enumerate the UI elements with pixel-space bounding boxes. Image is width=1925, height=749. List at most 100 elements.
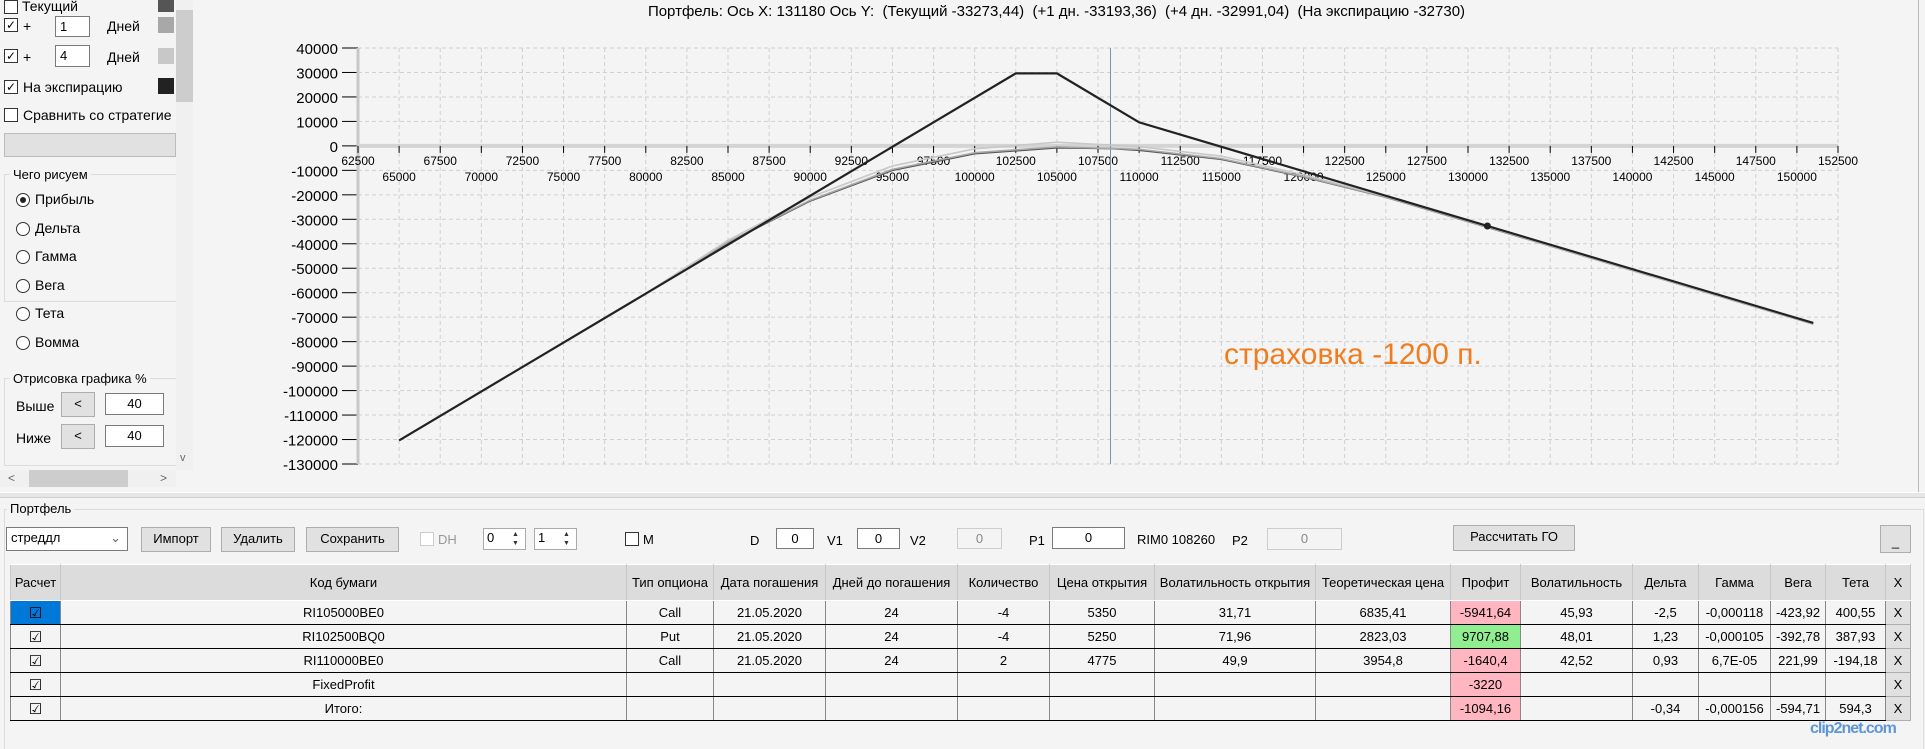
plus4-sign: + bbox=[23, 49, 32, 65]
calc-checkbox[interactable]: ☑ bbox=[10, 672, 61, 697]
calc-checkbox[interactable]: ☑ bbox=[10, 696, 61, 721]
remove-row-button[interactable]: X bbox=[1885, 624, 1911, 649]
radio-4[interactable] bbox=[16, 307, 30, 321]
y-tick-label: -110000 bbox=[284, 408, 338, 425]
expiration-checkbox[interactable]: ✓ bbox=[4, 80, 18, 94]
table-row[interactable]: ☑ FixedProfit -3220 X bbox=[10, 672, 1911, 697]
splitter[interactable] bbox=[0, 492, 1925, 498]
scroll-left-arrow[interactable]: < bbox=[8, 471, 16, 485]
column-header[interactable]: Волатильность bbox=[1520, 564, 1633, 601]
x-tick-label: 125000 bbox=[1366, 170, 1406, 184]
compare-checkbox[interactable] bbox=[4, 108, 18, 122]
column-header[interactable]: Тип опциона bbox=[626, 564, 714, 601]
above-input[interactable]: 40 bbox=[105, 393, 164, 415]
column-header[interactable]: X bbox=[1885, 564, 1911, 601]
left-vertical-scrollbar[interactable]: v bbox=[176, 0, 193, 470]
v2-label: V2 bbox=[910, 533, 926, 548]
calc-checkbox[interactable]: ☑ bbox=[10, 624, 61, 649]
below-input[interactable]: 40 bbox=[105, 425, 164, 447]
v1-input[interactable]: 0 bbox=[857, 528, 900, 549]
calc-checkbox[interactable]: ☑ bbox=[10, 600, 61, 625]
x-tick-label: 102500 bbox=[996, 154, 1036, 168]
plus4-checkbox[interactable]: ✓ bbox=[4, 49, 18, 63]
range-group-title: Отрисовка графика % bbox=[10, 371, 150, 386]
column-header[interactable]: Код бумаги bbox=[60, 564, 627, 601]
radio-5[interactable] bbox=[16, 335, 30, 350]
table-row[interactable]: ☑ RI105000BE0 Call 21.05.2020 24 -4 5350 31,71 6… bbox=[10, 600, 1911, 625]
y-tick-label: 0 bbox=[330, 139, 338, 156]
current-color-swatch[interactable] bbox=[158, 0, 174, 12]
table-cell: 0,93 bbox=[1632, 648, 1699, 673]
remove-row-button[interactable]: X bbox=[1885, 672, 1911, 697]
m-checkbox[interactable] bbox=[625, 532, 639, 546]
column-header[interactable]: Дней до погашения bbox=[825, 564, 958, 601]
column-header[interactable]: Вега bbox=[1770, 564, 1826, 601]
table-cell: 24 bbox=[825, 648, 958, 673]
column-header[interactable]: Теоретическая цена bbox=[1315, 564, 1451, 601]
x-tick-label: 127500 bbox=[1407, 154, 1447, 168]
table-cell: 3954,8 bbox=[1315, 648, 1451, 673]
delete-button[interactable]: Удалить bbox=[221, 527, 295, 552]
column-header[interactable]: Расчет bbox=[10, 564, 61, 601]
table-row[interactable]: ☑ RI110000BE0 Call 21.05.2020 24 2 4775 49,9 395… bbox=[10, 648, 1911, 673]
chart-annotation: страховка -1200 п. bbox=[1224, 338, 1482, 371]
remove-row-button[interactable]: X bbox=[1885, 600, 1911, 625]
table-row[interactable]: ☑ Итого: -1094,16 -0,34 -0,000156 -594,71 594,… bbox=[10, 696, 1911, 721]
column-header[interactable]: Тета bbox=[1825, 564, 1886, 601]
strategy-select[interactable]: стреддл ⌄ bbox=[6, 527, 128, 551]
table-cell bbox=[1315, 672, 1451, 697]
column-header[interactable]: Профит bbox=[1450, 564, 1521, 601]
remove-row-button[interactable]: X bbox=[1885, 696, 1911, 721]
plus4-color-swatch[interactable] bbox=[158, 48, 174, 64]
above-decrease-button[interactable]: < bbox=[61, 392, 95, 417]
spinner-2[interactable]: 1 bbox=[534, 528, 577, 550]
calculate-go-button[interactable]: Рассчитать ГО bbox=[1453, 525, 1575, 551]
plus1-color-swatch[interactable] bbox=[158, 17, 174, 33]
spinner-1[interactable]: 0 bbox=[483, 528, 526, 550]
left-horizontal-scrollbar[interactable]: < > bbox=[0, 470, 176, 487]
table-row[interactable]: ☑ RI102500BQ0 Put 21.05.2020 24 -4 5250 71,96 28… bbox=[10, 624, 1911, 649]
v1-label: V1 bbox=[827, 533, 843, 548]
column-header[interactable]: Дельта bbox=[1632, 564, 1699, 601]
radio-label: Тета bbox=[35, 305, 65, 321]
scroll-right-arrow[interactable]: > bbox=[160, 471, 168, 485]
table-cell bbox=[713, 696, 826, 721]
table-cell bbox=[1049, 672, 1155, 697]
d-input[interactable]: 0 bbox=[776, 528, 814, 549]
plus1-checkbox[interactable]: ✓ bbox=[4, 18, 18, 32]
p1-input[interactable]: 0 bbox=[1052, 527, 1125, 549]
plus1-days-input[interactable]: 1 bbox=[55, 16, 90, 37]
below-decrease-button[interactable]: < bbox=[61, 424, 95, 449]
strategy-compare-combo[interactable] bbox=[4, 133, 176, 157]
import-button[interactable]: Импорт bbox=[141, 527, 211, 552]
radio-3[interactable] bbox=[16, 278, 30, 293]
scroll-down-arrow[interactable]: v bbox=[180, 452, 186, 464]
column-header[interactable]: Количество bbox=[957, 564, 1050, 601]
dh-checkbox[interactable] bbox=[420, 532, 434, 546]
column-header[interactable]: Волатильность открытия bbox=[1154, 564, 1316, 601]
column-header[interactable]: Цена открытия bbox=[1049, 564, 1155, 601]
table-cell: RI110000BE0 bbox=[60, 648, 627, 673]
remove-row-button[interactable]: X bbox=[1885, 648, 1911, 673]
current-checkbox[interactable] bbox=[4, 0, 18, 14]
expiration-color-swatch[interactable] bbox=[158, 78, 174, 94]
column-header[interactable]: Гамма bbox=[1698, 564, 1771, 601]
h-scrollbar-thumb[interactable] bbox=[29, 470, 128, 487]
y-tick-label: -120000 bbox=[283, 433, 338, 450]
scrollbar-thumb[interactable] bbox=[176, 10, 193, 102]
column-header[interactable]: Дата погашения bbox=[713, 564, 826, 601]
table-header: Расчет Код бумаги Тип опциона Дата погашени… bbox=[10, 564, 1911, 601]
spinner-1-arrows[interactable]: ▲ ▼ bbox=[512, 531, 519, 547]
spinner-2-arrows[interactable]: ▲ ▼ bbox=[563, 531, 570, 547]
payoff-chart[interactable]: 400003000020000100000-10000-20000-30000-… bbox=[194, 0, 1919, 490]
plus4-days-input[interactable]: 4 bbox=[55, 45, 90, 67]
y-tick-label: -60000 bbox=[291, 286, 338, 303]
radio-1[interactable] bbox=[16, 221, 30, 236]
table-cell: 387,93 bbox=[1825, 624, 1886, 649]
radio-0[interactable] bbox=[16, 193, 30, 207]
radio-2[interactable] bbox=[16, 250, 30, 264]
y-tick-label: -30000 bbox=[291, 212, 338, 229]
save-button[interactable]: Сохранить bbox=[306, 527, 399, 552]
calc-checkbox[interactable]: ☑ bbox=[10, 648, 61, 673]
minimize-button[interactable]: _ bbox=[1880, 525, 1911, 553]
